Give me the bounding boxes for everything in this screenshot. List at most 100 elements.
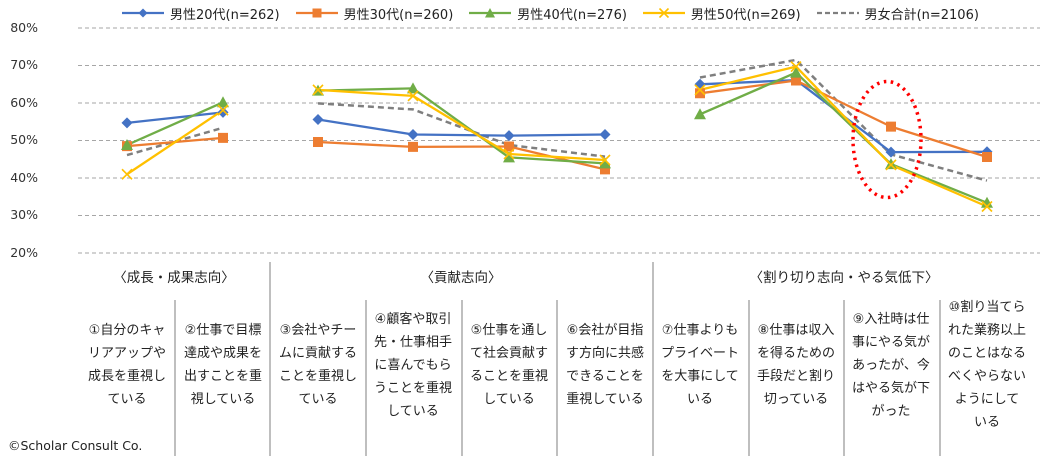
category-label-line: がった <box>871 404 911 419</box>
category-label-line: ⑩割り当てら <box>948 300 1026 315</box>
y-tick-label: 80% <box>10 20 38 35</box>
series-line <box>317 140 606 171</box>
category-label-line: ③会社やチー <box>279 323 357 338</box>
category-label-line: プライベート <box>660 346 739 361</box>
category-label-line: 視している <box>190 392 256 407</box>
data-point-square <box>886 121 896 132</box>
category-label-line: ている <box>107 392 147 407</box>
category-label-line: あったが、今 <box>852 358 930 373</box>
data-point-x <box>312 84 324 96</box>
legend-item: 男性50代(n=269) <box>641 4 801 23</box>
data-point-x-stroke <box>312 84 324 96</box>
legend-label: 男性20代(n=262) <box>170 7 280 23</box>
data-point-triangle <box>407 82 419 94</box>
legend-label: 男性30代(n=260) <box>343 7 454 23</box>
series-line <box>699 79 988 159</box>
highlight-ellipse <box>851 79 923 200</box>
data-point-x <box>885 159 897 171</box>
category-label-line: べくやらない <box>947 369 1026 384</box>
copyright: ©Scholar Consult Co. <box>8 438 143 453</box>
category-label-line: ⑨入社時は仕 <box>852 312 930 327</box>
data-point-triangle <box>217 96 229 108</box>
legend-item: 男性40代(n=276) <box>467 4 627 23</box>
category-label-line: 重視している <box>566 392 644 407</box>
series-line <box>126 109 224 176</box>
category-label-line: している <box>387 404 439 419</box>
category-label: ⑦仕事よりも プライベート を大事にして いる <box>653 319 747 411</box>
category-label-line: うことを重視 <box>373 381 452 396</box>
series-line <box>699 58 988 182</box>
group-label: 〈割り切り志向・やる気低下〉 <box>749 270 939 286</box>
category-separator <box>556 300 558 456</box>
category-label-line: はやる気が下 <box>851 381 930 396</box>
category-separator <box>365 300 367 456</box>
series-line <box>317 102 606 158</box>
data-point-x-stroke <box>694 84 706 96</box>
series-line <box>317 118 606 137</box>
data-point-square <box>504 141 514 152</box>
series-line <box>699 71 988 204</box>
category-label-line: 出すことを重 <box>183 369 262 384</box>
series-lines <box>126 58 988 208</box>
data-point-x <box>217 104 229 116</box>
legend-item: 男性20代(n=262) <box>120 4 280 23</box>
data-point-x-stroke <box>503 148 515 160</box>
series-line <box>126 126 224 157</box>
category-label-line: ようにして <box>954 392 1020 407</box>
series-line <box>126 111 224 125</box>
category-label-line: ことを重視し <box>278 369 357 384</box>
category-label-line: て社会貢献す <box>469 346 548 361</box>
legend-item: 男性30代(n=260) <box>294 4 454 23</box>
group-separator <box>652 262 654 456</box>
data-point-x-stroke <box>217 104 229 116</box>
category-label-line: 手段だと割り <box>756 369 835 384</box>
category-label-line: ている <box>298 392 338 407</box>
category-label: ⑥会社が目指 す方向に共感 できることを 重視している <box>558 319 652 411</box>
category-separator <box>174 300 176 456</box>
category-separator <box>748 300 750 456</box>
y-tick-label: 70% <box>10 57 38 72</box>
category-label-line: 成長を重視し <box>87 369 166 384</box>
data-point-x <box>407 90 419 102</box>
data-point-triangle <box>121 139 133 150</box>
data-point-x <box>790 61 802 73</box>
data-point-x <box>503 148 515 160</box>
series-line <box>317 87 606 165</box>
category-separator <box>939 300 941 456</box>
category-label: ⑤仕事を通し て社会貢献す ることを重視 している <box>462 319 556 411</box>
category-label: ⑨入社時は仕 事にやる気が あったが、今 はやる気が下 がった <box>844 308 938 423</box>
category-label-line: できることを <box>566 369 644 384</box>
data-point-square <box>982 152 992 162</box>
data-point-square <box>313 137 323 147</box>
legend-label: 男性50代(n=269) <box>690 7 801 23</box>
category-label-line: ⑥会社が目指 <box>566 323 644 338</box>
category-label-line: れた業務以上 <box>947 323 1026 338</box>
data-point-x-stroke <box>790 61 802 73</box>
category-label: ④顧客や取引 先・仕事相手 に喜んでもら うことを重視 している <box>366 308 460 423</box>
category-label-line: いる <box>686 392 713 407</box>
legend-label: 男性40代(n=276) <box>517 7 627 23</box>
legend-swatch-x-icon <box>642 7 685 19</box>
data-point-diamond <box>599 129 611 140</box>
y-tick-label: 60% <box>10 95 38 110</box>
data-point-diamond <box>312 114 324 125</box>
data-point-x-stroke <box>981 200 993 213</box>
data-point-x <box>981 200 993 213</box>
data-point-diamond <box>885 146 897 158</box>
data-point-diamond <box>407 129 419 140</box>
legend-swatch-dashed-line-icon <box>816 11 859 15</box>
category-label-line: いる <box>973 415 1000 430</box>
category-label-line: ムに貢献する <box>278 346 357 361</box>
data-point-x <box>121 168 133 180</box>
category-label-line: を大事にして <box>661 369 739 384</box>
category-label-line: のことはなる <box>947 346 1026 361</box>
category-label-line: ④顧客や取引 <box>374 312 452 327</box>
annotations <box>851 79 923 200</box>
category-separator <box>461 300 463 456</box>
data-point-triangle <box>694 108 706 120</box>
data-point-square <box>791 75 801 86</box>
series-markers <box>121 61 993 213</box>
data-point-square <box>408 141 418 152</box>
legend-item: 男女合計(n=2106) <box>815 4 979 23</box>
data-point-triangle <box>599 157 611 169</box>
